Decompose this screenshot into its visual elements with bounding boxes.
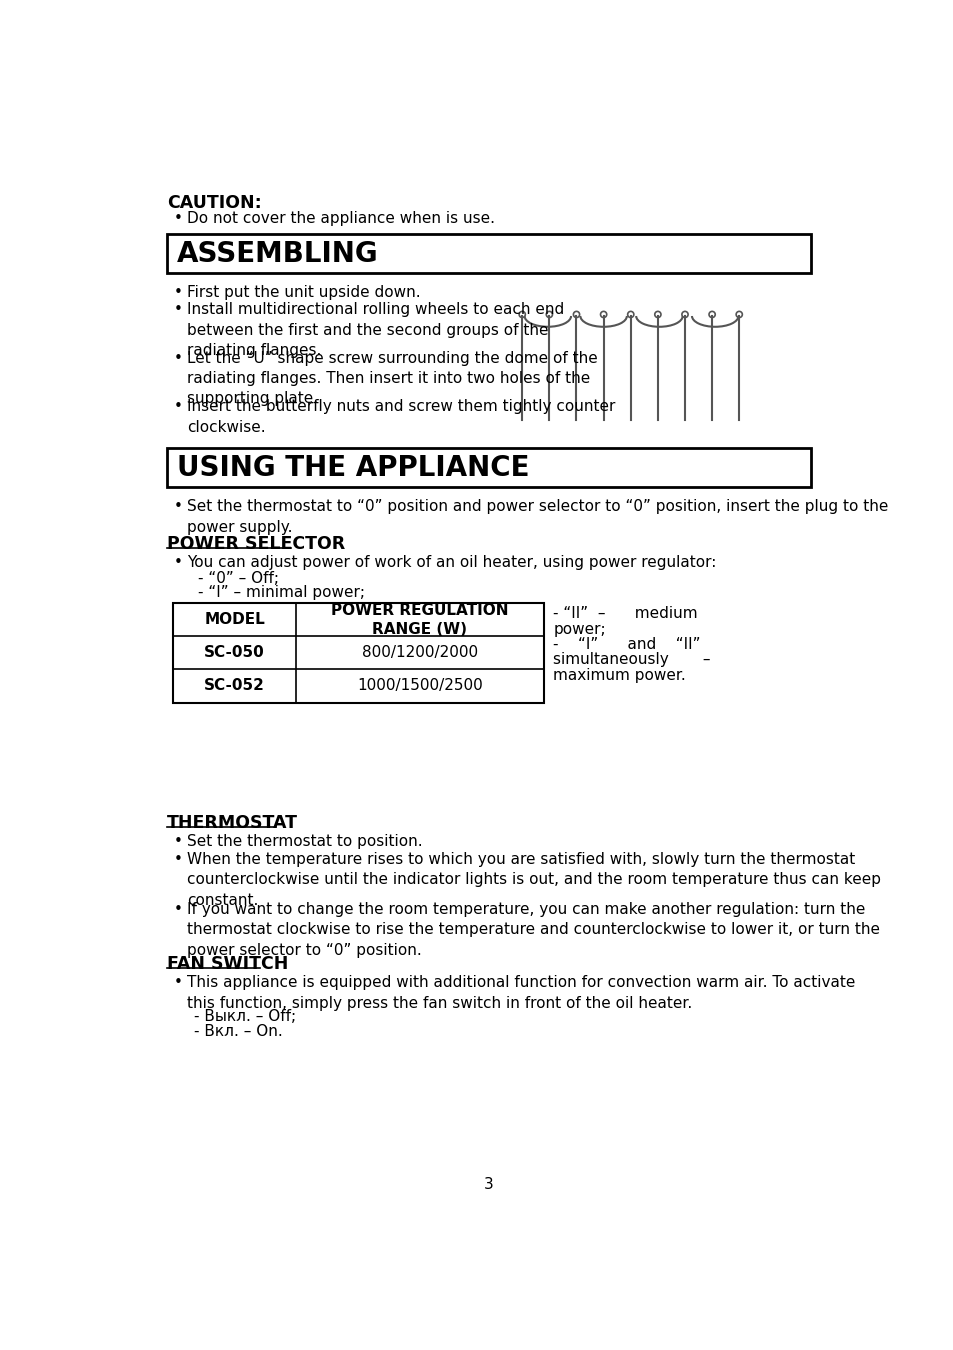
Text: •: • xyxy=(173,555,182,570)
Text: THERMOSTAT: THERMOSTAT xyxy=(167,814,298,832)
Text: simultaneously       –: simultaneously – xyxy=(553,652,710,667)
Text: •: • xyxy=(173,902,182,917)
Text: •: • xyxy=(173,975,182,990)
Text: 3: 3 xyxy=(483,1177,494,1192)
Text: When the temperature rises to which you are satisfied with, slowly turn the ther: When the temperature rises to which you … xyxy=(187,852,881,907)
Text: POWER SELECTOR: POWER SELECTOR xyxy=(167,535,345,552)
Text: - Выкл. – Off;: - Выкл. – Off; xyxy=(194,1008,296,1025)
Text: •: • xyxy=(173,500,182,514)
Text: •: • xyxy=(173,285,182,300)
Text: Insert the butterfly nuts and screw them tightly counter
clockwise.: Insert the butterfly nuts and screw them… xyxy=(187,400,616,435)
Bar xyxy=(167,448,810,487)
Text: ASSEMBLING: ASSEMBLING xyxy=(176,240,377,269)
Text: - Вкл. – On.: - Вкл. – On. xyxy=(194,1025,283,1040)
Bar xyxy=(173,603,543,702)
Text: Set the thermostat to “0” position and power selector to “0” position, insert th: Set the thermostat to “0” position and p… xyxy=(187,500,888,535)
Text: POWER REGULATION
RANGE (W): POWER REGULATION RANGE (W) xyxy=(331,603,508,637)
Text: •: • xyxy=(173,212,182,227)
Text: USING THE APPLIANCE: USING THE APPLIANCE xyxy=(176,455,529,482)
Text: SC-052: SC-052 xyxy=(204,679,265,694)
Text: Install multidirectional rolling wheels to each end
between the first and the se: Install multidirectional rolling wheels … xyxy=(187,302,564,358)
Text: - “II”  –      medium: - “II” – medium xyxy=(553,606,698,621)
Text: Let the “U” shape screw surrounding the dome of the
radiating flanges. Then inse: Let the “U” shape screw surrounding the … xyxy=(187,351,598,406)
Text: FAN SWITCH: FAN SWITCH xyxy=(167,954,289,973)
Bar xyxy=(167,235,810,273)
Text: Do not cover the appliance when is use.: Do not cover the appliance when is use. xyxy=(187,212,495,227)
Text: MODEL: MODEL xyxy=(204,613,265,628)
Text: If you want to change the room temperature, you can make another regulation: tur: If you want to change the room temperatu… xyxy=(187,902,880,957)
Text: •: • xyxy=(173,852,182,867)
Text: SC-050: SC-050 xyxy=(204,645,265,660)
Text: 800/1200/2000: 800/1200/2000 xyxy=(361,645,477,660)
Text: •: • xyxy=(173,400,182,414)
Text: - “I” – minimal power;: - “I” – minimal power; xyxy=(198,586,365,601)
Text: Set the thermostat to position.: Set the thermostat to position. xyxy=(187,834,422,849)
Text: You can adjust power of work of an oil heater, using power regulator:: You can adjust power of work of an oil h… xyxy=(187,555,716,570)
Text: This appliance is equipped with additional function for convection warm air. To : This appliance is equipped with addition… xyxy=(187,975,855,1011)
Text: CAUTION:: CAUTION: xyxy=(167,194,262,212)
Text: 1000/1500/2500: 1000/1500/2500 xyxy=(356,679,482,694)
Text: First put the unit upside down.: First put the unit upside down. xyxy=(187,285,420,300)
Text: power;: power; xyxy=(553,622,605,637)
Text: -    “I”      and    “II”: - “I” and “II” xyxy=(553,637,700,652)
Text: •: • xyxy=(173,302,182,317)
Text: - “0” – Off;: - “0” – Off; xyxy=(198,571,279,586)
Text: •: • xyxy=(173,834,182,849)
Text: •: • xyxy=(173,351,182,366)
Text: maximum power.: maximum power. xyxy=(553,668,685,683)
